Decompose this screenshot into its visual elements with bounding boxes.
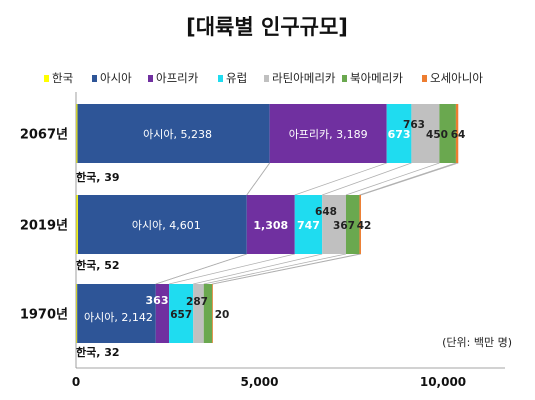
bar-segment	[77, 284, 156, 343]
data-label: 한국, 32	[76, 345, 120, 359]
legend-label: 라틴아메리카	[272, 71, 336, 85]
connector-line	[212, 253, 362, 285]
data-label: 673	[388, 128, 411, 141]
chart-title: [대륙별 인구규모]	[186, 15, 348, 39]
category-label: 1970년	[20, 308, 68, 323]
legend-label: 북아메리카	[350, 71, 403, 85]
legend: 한국 아시아 아프리카 유럽 라틴아메리카 북아메리카 오세아니아	[44, 71, 483, 85]
bar-segment	[359, 195, 361, 254]
bar-segment	[386, 104, 412, 163]
bar-segment	[411, 104, 440, 163]
data-label: 747	[297, 219, 320, 232]
data-label: 아시아, 2,142	[84, 311, 153, 324]
x-axis: 0 5,000 10,000 2067년 2019년 1970년	[20, 92, 505, 389]
data-label: 42	[357, 220, 372, 232]
legend-label: 유럽	[226, 71, 247, 85]
connector-line	[155, 253, 247, 285]
data-label: 657	[170, 309, 192, 321]
bar-segment	[77, 195, 247, 254]
data-label: 20	[215, 309, 230, 321]
x-tick-label: 10,000	[420, 375, 466, 389]
legend-item: 아프리카	[148, 71, 199, 85]
bars	[76, 104, 459, 343]
legend-item: 라틴아메리카	[264, 71, 336, 85]
bar-segment	[269, 104, 387, 163]
connector-line	[359, 162, 457, 196]
connector-line	[322, 162, 412, 196]
connector-line	[294, 162, 387, 196]
data-label: 1,308	[253, 219, 288, 232]
bar-segment	[246, 195, 295, 254]
bar-segment	[155, 284, 170, 343]
category-label: 2067년	[20, 128, 68, 143]
bar-segment	[76, 104, 78, 163]
data-label: 한국, 52	[76, 258, 120, 272]
data-label: 648	[315, 206, 337, 218]
connector-line	[193, 253, 323, 285]
connector-line	[203, 253, 347, 285]
bar-segment	[76, 195, 78, 254]
bar-segment	[169, 284, 194, 343]
legend-swatch	[44, 75, 49, 82]
connector-line	[246, 162, 270, 196]
data-label: 287	[186, 296, 208, 308]
bar-segment	[294, 195, 323, 254]
data-label: 64	[451, 129, 466, 141]
legend-swatch	[218, 75, 223, 82]
data-label: 450	[426, 129, 448, 141]
bar-group	[76, 104, 459, 163]
x-tick-label: 0	[72, 375, 80, 389]
legend-label: 아시아	[100, 71, 132, 85]
bar-segment	[76, 284, 78, 343]
data-label: 한국, 39	[76, 170, 120, 184]
bar-segment	[193, 284, 204, 343]
legend-swatch	[422, 75, 427, 82]
bar-group	[76, 195, 361, 254]
data-label: 아시아, 4,601	[132, 219, 201, 232]
connector-line	[345, 162, 440, 196]
data-label: 아시아, 5,238	[143, 128, 212, 141]
bar-segment	[322, 195, 346, 254]
data-label: 367	[333, 220, 355, 232]
legend-swatch	[342, 75, 347, 82]
x-tick-label: 5,000	[241, 375, 279, 389]
bar-group	[76, 284, 213, 343]
legend-label: 아프리카	[156, 71, 199, 85]
connector-line	[360, 162, 459, 196]
bar-segment	[212, 284, 213, 343]
category-label: 2019년	[20, 219, 68, 234]
legend-swatch	[264, 75, 269, 82]
bar-segment	[345, 195, 360, 254]
legend-label: 오세아니아	[430, 71, 483, 85]
data-label: 아프리카, 3,189	[289, 128, 368, 141]
legend-swatch	[92, 75, 97, 82]
legend-swatch	[148, 75, 153, 82]
data-label: 363	[146, 294, 169, 307]
legend-label: 한국	[52, 71, 73, 85]
legend-item: 한국	[44, 71, 73, 85]
legend-item: 오세아니아	[422, 71, 483, 85]
unit-label: (단위: 백만 명)	[442, 336, 512, 349]
legend-item: 아시아	[92, 71, 132, 85]
bar-segment	[77, 104, 270, 163]
data-label: 763	[403, 119, 425, 131]
bar-segment	[455, 104, 459, 163]
bar-segment	[203, 284, 213, 343]
legend-item: 북아메리카	[342, 71, 403, 85]
connector-lines	[155, 162, 459, 285]
bar-segment	[439, 104, 456, 163]
connector-line	[169, 253, 295, 285]
legend-item: 유럽	[218, 71, 247, 85]
